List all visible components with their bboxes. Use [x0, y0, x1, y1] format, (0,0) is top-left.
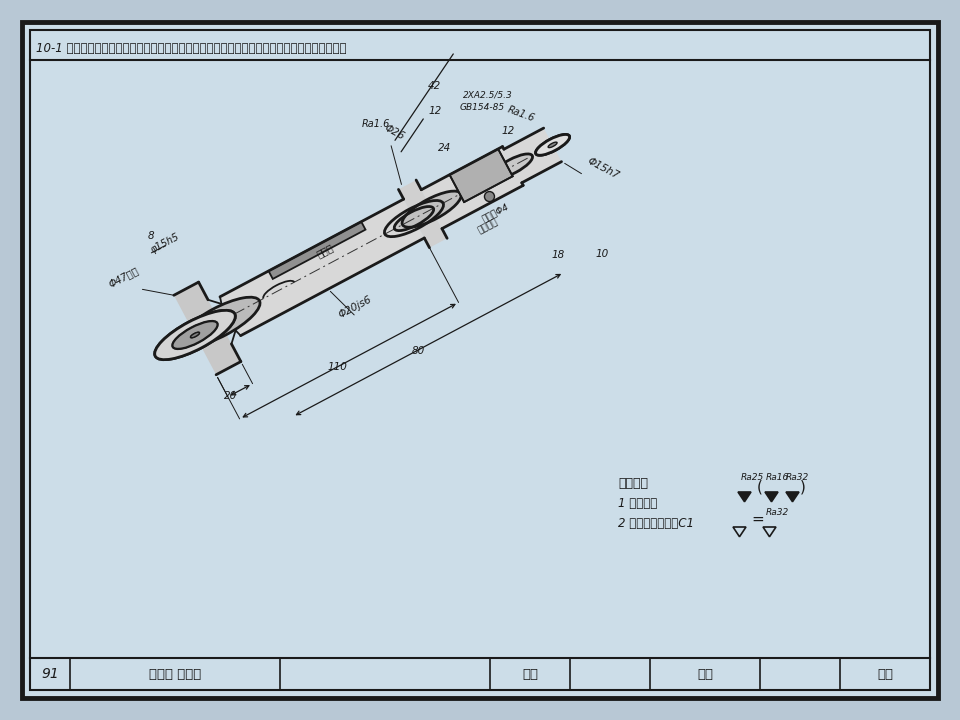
Text: 2XA2.5/5.3: 2XA2.5/5.3 — [463, 91, 513, 99]
Polygon shape — [421, 147, 523, 229]
Text: GB154-85: GB154-85 — [460, 103, 505, 112]
Text: 第十章 零件图: 第十章 零件图 — [149, 667, 202, 680]
Text: 18: 18 — [551, 250, 564, 260]
Text: (: ( — [757, 480, 763, 495]
Text: 80: 80 — [412, 346, 425, 356]
Text: 1 调质处理: 1 调质处理 — [618, 497, 658, 510]
Text: ): ) — [800, 480, 805, 495]
Text: 通孔配件: 通孔配件 — [476, 217, 499, 235]
Text: Φ15h7: Φ15h7 — [586, 156, 621, 181]
Ellipse shape — [402, 191, 461, 228]
Circle shape — [485, 192, 494, 202]
Text: 12: 12 — [501, 127, 515, 136]
Polygon shape — [174, 282, 241, 374]
Ellipse shape — [155, 310, 235, 360]
Text: =: = — [751, 512, 764, 527]
Text: 2 轴两端未注倒角C1: 2 轴两端未注倒角C1 — [618, 517, 694, 530]
Text: 110: 110 — [327, 361, 347, 372]
Polygon shape — [738, 492, 751, 502]
Text: 螺旋孔Φ4: 螺旋孔Φ4 — [480, 202, 511, 223]
Text: 20: 20 — [224, 391, 237, 401]
Text: 24: 24 — [438, 143, 451, 153]
Polygon shape — [449, 149, 513, 202]
Ellipse shape — [395, 207, 434, 230]
Text: φ15h5: φ15h5 — [149, 231, 180, 255]
Text: 班级: 班级 — [522, 667, 538, 680]
Polygon shape — [786, 492, 799, 502]
Ellipse shape — [180, 297, 260, 346]
Text: 键程槽: 键程槽 — [315, 242, 335, 259]
Ellipse shape — [155, 310, 235, 360]
Text: 姓名: 姓名 — [697, 667, 713, 680]
Text: Φ26: Φ26 — [382, 123, 406, 142]
Polygon shape — [765, 492, 778, 502]
Polygon shape — [220, 199, 424, 336]
Text: Ra1.6: Ra1.6 — [506, 105, 537, 124]
Text: Φ20js6: Φ20js6 — [337, 294, 374, 320]
Text: 8: 8 — [148, 230, 155, 240]
Ellipse shape — [536, 135, 569, 156]
Polygon shape — [269, 222, 366, 279]
Text: Ra32: Ra32 — [766, 508, 789, 517]
Text: Ra16: Ra16 — [766, 473, 789, 482]
Text: 10-1 根据下面轴测图绘制零件工作图（其中键槽、越程槽、中心孔等结构要求查表决定尺寸）。: 10-1 根据下面轴测图绘制零件工作图（其中键槽、越程槽、中心孔等结构要求查表决… — [36, 42, 347, 55]
Polygon shape — [504, 128, 562, 183]
Text: 日期: 日期 — [877, 667, 893, 680]
Ellipse shape — [190, 332, 200, 338]
Text: Φ47渐头: Φ47渐头 — [107, 265, 140, 289]
Text: 42: 42 — [427, 81, 441, 91]
Ellipse shape — [493, 154, 533, 178]
Ellipse shape — [173, 321, 217, 348]
Ellipse shape — [173, 321, 217, 348]
Ellipse shape — [548, 142, 557, 148]
Text: 技术要求: 技术要求 — [618, 477, 648, 490]
Text: Ra32: Ra32 — [786, 473, 809, 482]
Ellipse shape — [190, 332, 200, 338]
Text: Ra25: Ra25 — [741, 473, 764, 482]
Text: 10: 10 — [596, 249, 610, 259]
Text: Ra1.6: Ra1.6 — [362, 119, 390, 129]
Ellipse shape — [536, 135, 569, 156]
Text: 91: 91 — [41, 667, 59, 681]
Polygon shape — [398, 180, 447, 248]
Text: 12: 12 — [428, 106, 442, 116]
